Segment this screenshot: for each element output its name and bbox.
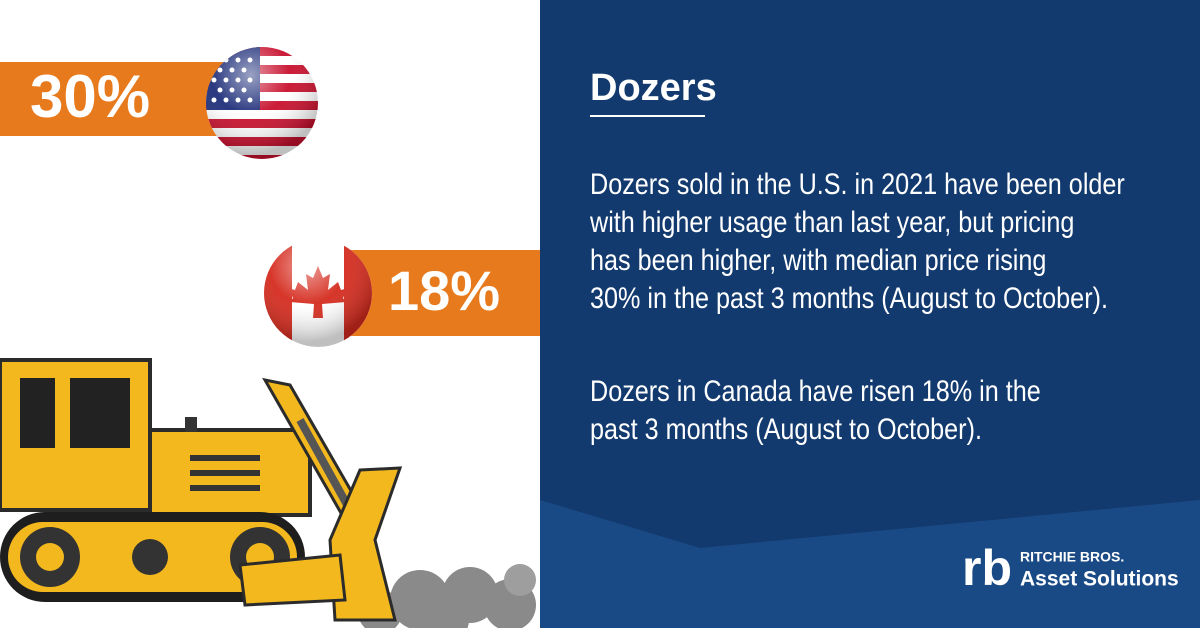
stat-value: 30% — [30, 63, 150, 130]
body-line: Dozers in Canada have risen 18% in the — [590, 374, 1041, 408]
body-line: has been higher, with median price risin… — [590, 243, 1046, 277]
canada-flag — [264, 239, 372, 347]
body-line: 30% in the past 3 months (August to Octo… — [590, 281, 1108, 315]
bulldozer-illustration — [0, 358, 536, 628]
stat-value: 18% — [388, 259, 500, 322]
us-flag — [206, 47, 318, 159]
body-line: past 3 months (August to October). — [590, 412, 982, 446]
body-line: with higher usage than last year, but pr… — [589, 205, 1074, 239]
panel-accent — [540, 500, 1200, 628]
logo-mark: rb — [962, 540, 1012, 596]
body-line: Dozers sold in the U.S. in 2021 have bee… — [590, 167, 1125, 201]
body-text: Dozers sold in the U.S. in 2021 have bee… — [589, 167, 1125, 446]
logo-line2: Asset Solutions — [1020, 568, 1179, 591]
logo-line1: RITCHIE BROS. — [1020, 549, 1124, 565]
heading: Dozers — [590, 67, 717, 109]
